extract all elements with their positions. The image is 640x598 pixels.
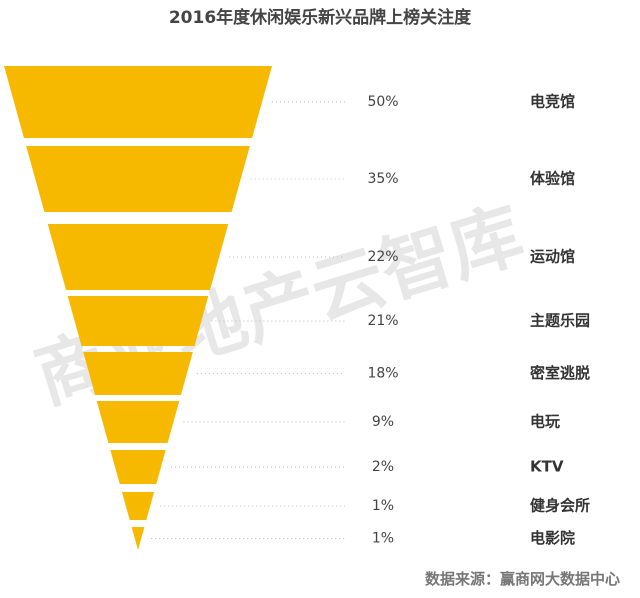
funnel-segment [4, 66, 272, 138]
category-label: 主题乐园 [530, 312, 590, 330]
funnel-segment [47, 224, 229, 290]
category-label: KTV [530, 458, 564, 476]
value-label: 18% [367, 366, 398, 382]
category-label: 电竞馆 [530, 93, 575, 111]
category-label: 电玩 [530, 413, 560, 431]
funnel-segment [96, 401, 180, 443]
category-label: 体验馆 [530, 170, 575, 188]
funnel-segment [67, 296, 209, 346]
source-note: 数据来源：赢商网大数据中心 [425, 570, 620, 588]
chart-title: 2016年度休闲娱乐新兴品牌上榜关注度 [169, 7, 472, 28]
funnel-segment [110, 450, 166, 484]
category-label: 电影院 [530, 529, 575, 547]
value-label: 1% [372, 498, 394, 514]
value-label: 2% [372, 459, 394, 475]
value-label: 22% [367, 249, 398, 265]
category-label: 健身会所 [530, 497, 590, 515]
category-label: 密室逃脱 [530, 364, 590, 382]
value-label: 9% [372, 414, 394, 430]
value-label: 35% [367, 171, 398, 187]
funnel-segment [131, 527, 145, 550]
value-label: 21% [367, 313, 398, 329]
category-label: 运动馆 [530, 248, 575, 266]
funnel-segment [26, 146, 250, 212]
funnel-segment [121, 492, 155, 520]
value-label: 50% [367, 94, 398, 110]
value-label: 1% [372, 531, 394, 547]
funnel-segment [83, 352, 193, 395]
